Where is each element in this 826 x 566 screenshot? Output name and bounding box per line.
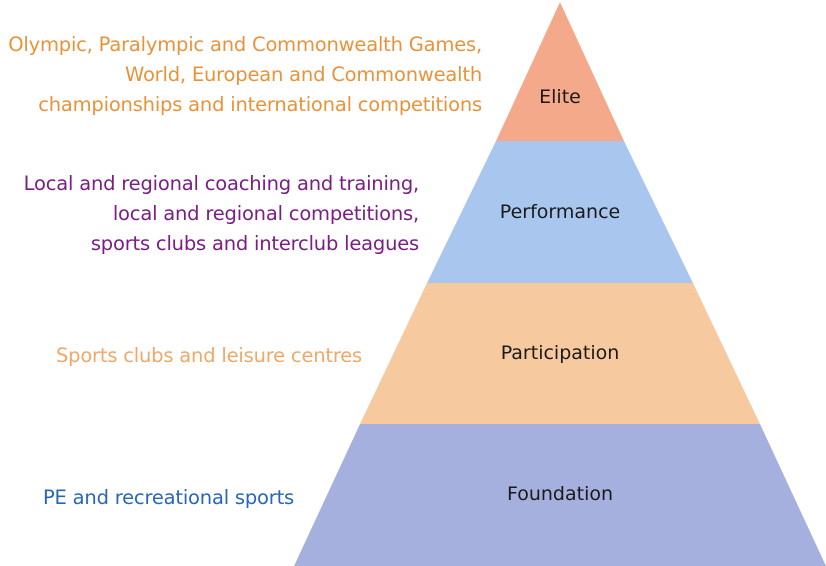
description-performance: Local and regional coaching and training…: [23, 169, 420, 259]
tier-foundation: [294, 424, 826, 566]
description-line: Olympic, Paralympic and Commonwealth Gam…: [8, 33, 482, 56]
description-line: sports clubs and interclub leagues: [90, 232, 419, 255]
description-line: local and regional competitions,: [112, 202, 419, 225]
tier-elite: [496, 2, 624, 141]
tier-label-performance: Performance: [500, 201, 620, 223]
description-line: World, European and Commonwealth: [125, 63, 482, 86]
description-elite: Olympic, Paralympic and Commonwealth Gam…: [8, 30, 482, 120]
description-foundation: PE and recreational sports: [43, 483, 294, 513]
tier-label-elite: Elite: [539, 86, 581, 108]
tier-label-foundation: Foundation: [507, 483, 613, 505]
tier-performance: [427, 141, 693, 283]
tier-label-participation: Participation: [501, 342, 620, 364]
description-line: championships and international competit…: [38, 93, 482, 116]
description-line: PE and recreational sports: [42, 486, 294, 509]
description-participation: Sports clubs and leisure centres: [56, 341, 362, 371]
tier-participation: [360, 283, 760, 424]
description-line: Sports clubs and leisure centres: [55, 344, 362, 367]
description-line: Local and regional coaching and training…: [23, 172, 420, 195]
